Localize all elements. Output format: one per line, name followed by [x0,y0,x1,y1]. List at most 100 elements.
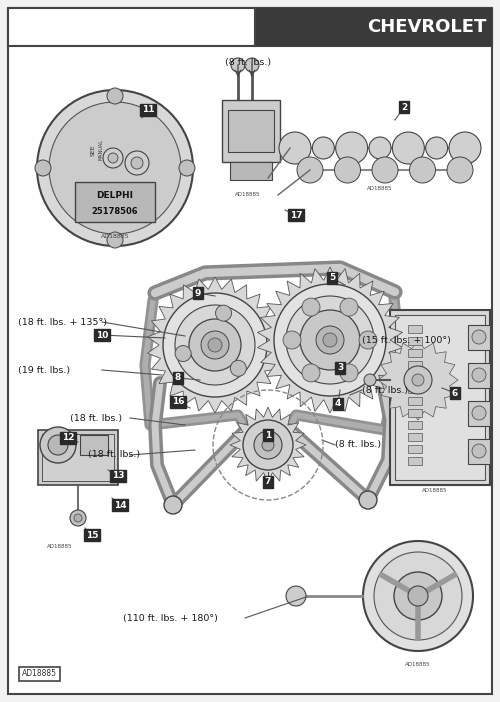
Text: AD18885: AD18885 [236,192,261,197]
Circle shape [340,298,358,316]
Circle shape [49,102,181,234]
Bar [408,397,422,405]
Circle shape [340,364,358,382]
Circle shape [70,510,86,526]
Circle shape [286,296,374,384]
Bar [255,8,492,46]
Circle shape [316,326,344,354]
Circle shape [302,364,320,382]
Bar [408,445,422,453]
Circle shape [394,572,442,620]
Circle shape [107,88,123,104]
Bar [468,363,490,388]
Text: 17: 17 [290,211,302,220]
Circle shape [107,232,123,248]
Text: 11: 11 [142,105,154,114]
Circle shape [300,310,360,370]
Bar [80,435,108,455]
Polygon shape [148,277,282,413]
Circle shape [472,368,486,382]
Circle shape [37,90,193,246]
Circle shape [363,541,473,651]
Text: 25178506: 25178506 [92,208,138,216]
Bar [408,325,422,333]
Circle shape [404,366,432,394]
Circle shape [364,374,376,386]
Text: (19 ft. lbs.): (19 ft. lbs.) [18,366,70,374]
Polygon shape [258,267,402,413]
Polygon shape [378,340,458,420]
Circle shape [359,331,377,349]
Circle shape [359,491,377,509]
Circle shape [472,444,486,458]
Circle shape [336,132,368,164]
Text: (18 ft. lbs. + 135°): (18 ft. lbs. + 135°) [18,317,107,326]
Circle shape [40,427,76,463]
Text: 15: 15 [86,531,98,540]
Circle shape [216,305,232,321]
Circle shape [231,58,245,72]
Circle shape [472,330,486,344]
Bar [408,385,422,393]
Circle shape [386,348,450,412]
Bar [408,421,422,429]
Text: 1: 1 [265,430,271,439]
Text: 3: 3 [337,364,343,373]
Bar [408,337,422,345]
Bar [390,310,490,485]
Text: AD18885: AD18885 [422,487,448,493]
Text: 10: 10 [96,331,108,340]
Bar [42,434,114,481]
Text: 5: 5 [329,274,335,282]
Text: (8 ft. lbs.): (8 ft. lbs.) [362,385,408,395]
Circle shape [189,319,241,371]
Circle shape [279,132,311,164]
Text: DELPHI: DELPHI [96,192,134,201]
Text: 9: 9 [195,289,201,298]
Circle shape [410,157,436,183]
Polygon shape [230,407,306,483]
Text: 12: 12 [62,434,74,442]
Text: AD18885: AD18885 [405,661,431,666]
Circle shape [108,153,118,163]
Circle shape [283,331,301,349]
Circle shape [164,496,182,514]
Text: 2: 2 [401,102,407,112]
Circle shape [408,586,428,606]
Text: AD18885: AD18885 [47,543,73,548]
Bar [395,315,485,480]
Text: 7: 7 [265,477,271,486]
Bar [468,439,490,464]
Circle shape [472,406,486,420]
Circle shape [201,331,229,359]
Text: (18 ft. lbs.): (18 ft. lbs.) [70,413,122,423]
Text: 13: 13 [112,472,124,480]
Bar [408,361,422,369]
Text: 14: 14 [114,501,126,510]
Bar [230,162,272,180]
Circle shape [48,435,68,455]
Circle shape [274,284,386,396]
Circle shape [262,439,274,451]
Bar [38,430,118,485]
Circle shape [179,160,195,176]
Text: CHEVROLET: CHEVROLET [366,18,486,36]
Circle shape [163,293,267,397]
Bar [75,182,155,222]
Circle shape [131,157,143,169]
Text: 6: 6 [452,388,458,397]
Circle shape [312,137,334,159]
Circle shape [426,137,448,159]
Bar [468,325,490,350]
Bar [408,373,422,381]
Text: (8 ft. lbs.): (8 ft. lbs.) [225,58,271,67]
Circle shape [245,58,259,72]
Circle shape [74,514,82,522]
Text: AD18885: AD18885 [367,185,393,190]
Text: (18 ft. lbs.): (18 ft. lbs.) [88,451,140,460]
Text: 16: 16 [172,397,184,406]
Circle shape [103,148,123,168]
Circle shape [374,552,462,640]
Text: SEE: SEE [90,144,96,156]
Circle shape [449,132,481,164]
